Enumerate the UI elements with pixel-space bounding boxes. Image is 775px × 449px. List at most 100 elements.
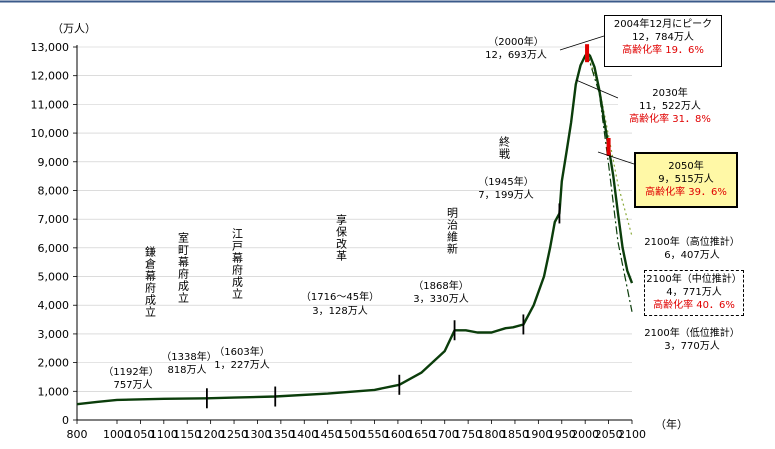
x-tick-labels: 800 1000105011001150120012501300135014001… (67, 428, 647, 441)
y-tick-label: 4,000 (38, 299, 70, 312)
kamakura-pop: 757万人 (113, 379, 152, 391)
x-tick-label: 2050 (595, 428, 623, 441)
peak-pop: 12，784万人 (632, 32, 694, 43)
x-tick-label: 2100 (618, 428, 646, 441)
kamakura-title: 鎌倉幕府成立 (144, 245, 157, 318)
war-title: 終戦 (498, 135, 511, 160)
y2050-pop: 9，515万人 (658, 174, 714, 185)
x-axis-label: （年） (655, 417, 688, 431)
peak-connector (559, 35, 605, 51)
y2050-connector (597, 151, 635, 165)
red-marker (585, 44, 590, 63)
mid-title: 2100年（中位推計） (646, 274, 742, 285)
edo-pop: 1，227万人 (214, 359, 269, 371)
x-tick-label: 1900 (524, 428, 552, 441)
kamakura-annotation: 鎌倉幕府成立 （1192年） 757万人 (103, 245, 158, 391)
x-tick-label: 800 (67, 428, 88, 441)
y-axis-label: （万人） (52, 22, 96, 35)
x-tick-label: 1400 (290, 428, 318, 441)
peak-aging: 高齢化率 19．6% (622, 45, 704, 56)
y-tick-label: 13,000 (31, 41, 70, 54)
kamakura-year: （1192年） (103, 365, 158, 378)
connector-lines (559, 35, 635, 165)
red-marker (606, 137, 611, 156)
x-tick-label: 1450 (314, 428, 342, 441)
x-tick-label: 1750 (454, 428, 482, 441)
muromachi-title: 室町幕府成立 (177, 231, 190, 304)
y2030-aging: 高齢化率 31．8% (629, 114, 711, 125)
x-tick-label: 1300 (243, 428, 271, 441)
y-tick-label: 6,000 (38, 242, 70, 255)
y-tick-label: 12,000 (31, 70, 70, 83)
y2000-annotation: （2000年） 12，693万人 (485, 35, 547, 61)
y-tick-label: 7,000 (38, 213, 70, 226)
y2030-connector (575, 79, 619, 99)
x-tick-label: 1800 (478, 428, 506, 441)
edo-annotation: 江戸幕府成立 （1603年） 1，227万人 (214, 228, 269, 371)
series-line-low (586, 53, 633, 312)
event-marks (205, 44, 611, 409)
high-pop: 6，407万人 (664, 249, 719, 261)
y-tick-label: 11,000 (31, 98, 70, 111)
muromachi-pop: 818万人 (167, 364, 206, 376)
kyoho-annotation: 享保改革 （1716～45年） 3，128万人 (301, 213, 379, 317)
meiji-annotation: 明治維新 （1868年） 3，330万人 (413, 207, 468, 305)
x-tick-label: 1350 (267, 428, 295, 441)
y-tick-label: 9,000 (38, 156, 70, 169)
edo-title: 江戸幕府成立 (231, 228, 244, 300)
low-title: 2100年（低位推計） (644, 326, 739, 339)
high-annotation: 2100年（高位推計） 6，407万人 (644, 235, 739, 261)
x-tick-label: 1950 (548, 428, 576, 441)
x-tick-label: 1000 (103, 428, 131, 441)
y2030-pop: 11，522万人 (639, 101, 701, 112)
peak-title: 2004年12月にピーク (613, 19, 713, 30)
x-tick-label: 1050 (126, 428, 154, 441)
y-tick-label: 3,000 (38, 328, 70, 341)
y-tick-label: 10,000 (31, 127, 70, 140)
x-tick-label: 1200 (197, 428, 225, 441)
x-tick-label: 1850 (501, 428, 529, 441)
series-line-high (586, 52, 633, 237)
x-tick-label: 1550 (361, 428, 389, 441)
y2000-year: （2000年） (488, 35, 543, 48)
y2030-title: 2030年 (652, 88, 688, 99)
y-tick-label: 1,000 (38, 385, 70, 398)
series-lines (76, 52, 634, 406)
muromachi-annotation: 室町幕府成立 （1338年） 818万人 (161, 231, 216, 376)
meiji-pop: 3，330万人 (413, 293, 468, 305)
y-tick-label: 2,000 (38, 357, 70, 370)
x-tick-label: 2000 (571, 428, 599, 441)
x-tick-label: 1500 (337, 428, 365, 441)
mid-pop: 4，771万人 (666, 287, 722, 298)
war-year: （1945年） (478, 175, 533, 188)
kyoho-year: （1716～45年） (301, 290, 379, 303)
meiji-year: （1868年） (413, 279, 468, 292)
y-tick-labels: 0 1,000 2,000 3,000 4,000 5,000 6,000 7,000 8,00… (31, 41, 70, 427)
high-title: 2100年（高位推計） (644, 235, 739, 248)
x-tick-label: 1150 (173, 428, 201, 441)
y2030-box: 2030年 11，522万人 高齢化率 31．8% (618, 85, 722, 131)
y2050-title: 2050年 (668, 161, 704, 172)
y-tick-label: 0 (62, 414, 69, 427)
series-line-main (76, 52, 634, 406)
kyoho-title: 享保改革 (335, 213, 348, 262)
peak-box: 2004年12月にピーク 12，784万人 高齢化率 19．6% (604, 15, 722, 67)
war-annotation: 終戦 （1945年） 7，199万人 (478, 135, 533, 201)
x-tick-label: 1650 (407, 428, 435, 441)
mid-box: 2100年（中位推計） 4，771万人 高齢化率 40．6% (644, 270, 744, 316)
meiji-title: 明治維新 (446, 207, 459, 255)
mid-aging: 高齢化率 40．6% (653, 300, 735, 311)
kyoho-pop: 3，128万人 (312, 305, 367, 317)
axes (73, 45, 633, 424)
x-tick-label: 1100 (150, 428, 178, 441)
edo-year: （1603年） (214, 345, 269, 358)
x-tick-label: 1700 (431, 428, 459, 441)
grid-lines (77, 46, 632, 421)
low-pop: 3，770万人 (664, 340, 719, 352)
war-pop: 7，199万人 (478, 189, 533, 201)
y2050-box: 2050年 9，515万人 高齢化率 39．6% (634, 152, 738, 208)
muromachi-year: （1338年） (161, 350, 216, 363)
low-annotation: 2100年（低位推計） 3，770万人 (644, 326, 739, 352)
y2000-pop: 12，693万人 (485, 49, 547, 61)
